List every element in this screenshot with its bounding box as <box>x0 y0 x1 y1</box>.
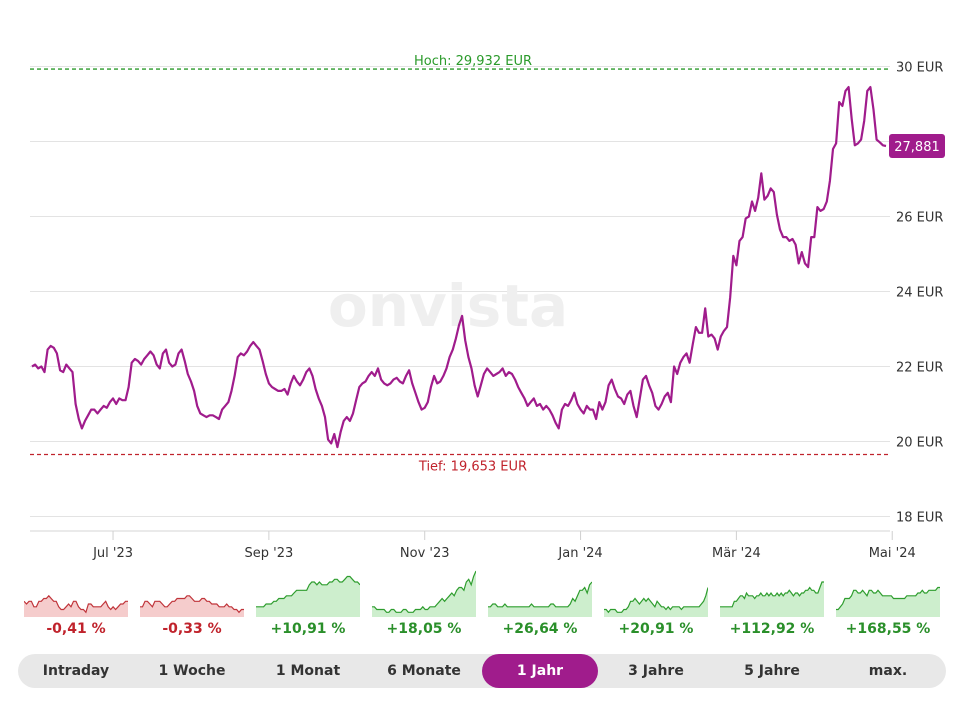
sparkline-area <box>24 595 128 617</box>
tab-5-jahre[interactable]: 5 Jahre <box>744 663 800 679</box>
y-tick-label: 26 EUR <box>896 211 943 226</box>
thumbnail-sparkline <box>256 575 360 617</box>
thumbnail-sparkline <box>720 581 824 617</box>
tab-1-woche[interactable]: 1 Woche <box>158 663 226 679</box>
price-series-line <box>31 86 887 449</box>
x-tick-label: Jul '23 <box>92 546 133 561</box>
sparkline-line <box>836 586 940 611</box>
sparkline-area <box>140 595 244 617</box>
x-tick-label: Mär '24 <box>712 546 761 561</box>
thumbnail-change-label: +26,64 % <box>502 621 578 637</box>
sparkline-area <box>372 571 476 617</box>
thumbnail-change-label: -0,33 % <box>162 621 222 637</box>
tab-1-jahr[interactable]: 1 Jahr <box>482 654 598 688</box>
thumbnail-sparkline <box>372 570 476 617</box>
timeframe-thumbnails: -0,41 % -0,33 % +10,91 % +18,05 % +26,64 % +2… <box>24 567 944 642</box>
sparkline-line <box>372 570 476 613</box>
x-tick-label: Jan '24 <box>557 546 602 561</box>
y-tick-label: 18 EUR <box>896 511 943 526</box>
thumbnail-sparkline <box>24 594 128 617</box>
timeframe-thumbnail[interactable]: -0,41 % <box>24 567 128 642</box>
thumbnail-sparkline <box>488 581 592 617</box>
x-tick-label: Nov '23 <box>400 546 450 561</box>
high-label: Hoch: 29,932 EUR <box>414 54 532 69</box>
y-tick-label: 30 EUR <box>896 61 943 76</box>
thumbnail-change-label: +112,92 % <box>729 621 815 637</box>
x-tick-label: Mai '24 <box>869 546 916 561</box>
timeframe-thumbnail[interactable]: +26,64 % <box>488 567 592 642</box>
last-price-label: 27,881 <box>894 140 940 155</box>
timeframe-thumbnail[interactable]: +20,91 % <box>604 567 708 642</box>
timeframe-tabs: Intraday 1 Woche 1 Monat 6 Monate 1 Jahr 3 Ja… <box>18 654 946 688</box>
sparkline-area <box>488 582 592 617</box>
last-price-badge <box>889 133 945 158</box>
y-tick-label: 20 EUR <box>896 436 943 451</box>
x-tick-label: Sep '23 <box>245 546 294 561</box>
sparkline-line <box>604 587 708 614</box>
thumbnail-change-label: +10,91 % <box>270 621 346 637</box>
thumbnail-change-label: +18,05 % <box>386 621 462 637</box>
thumbnail-change-label: -0,41 % <box>46 621 106 637</box>
sparkline-line <box>720 581 824 608</box>
timeframe-thumbnail[interactable]: -0,33 % <box>140 567 244 642</box>
tab-max[interactable]: max. <box>868 663 908 679</box>
sparkline-line <box>256 575 360 608</box>
thumbnail-change-label: +168,55 % <box>845 621 931 637</box>
sparkline-line <box>140 595 244 614</box>
sparkline-area <box>836 587 940 617</box>
low-label: Tief: 19,653 EUR <box>418 460 527 475</box>
sparkline-area <box>256 576 360 617</box>
y-tick-label: 22 EUR <box>896 361 943 376</box>
thumbnail-sparkline <box>836 586 940 617</box>
thumbnail-change-label: +20,91 % <box>618 621 694 637</box>
thumbnail-sparkline <box>140 595 244 617</box>
thumbnail-sparkline <box>604 587 708 617</box>
tab-intraday[interactable]: Intraday <box>42 663 110 679</box>
tab-1-monat[interactable]: 1 Monat <box>275 663 341 679</box>
sparkline-line <box>24 594 128 614</box>
watermark-logo: onvista <box>328 272 568 340</box>
sparkline-area <box>720 582 824 617</box>
sparkline-line <box>488 581 592 608</box>
tab-6-monate[interactable]: 6 Monate <box>387 663 461 679</box>
timeframe-thumbnail[interactable]: +168,55 % <box>836 567 940 642</box>
tab-3-jahre[interactable]: 3 Jahre <box>628 663 684 679</box>
timeframe-thumbnail[interactable]: +18,05 % <box>372 567 476 642</box>
timeframe-thumbnail[interactable]: +112,92 % <box>720 567 824 642</box>
timeframe-thumbnail[interactable]: +10,91 % <box>256 567 360 642</box>
y-tick-label: 24 EUR <box>896 286 943 301</box>
